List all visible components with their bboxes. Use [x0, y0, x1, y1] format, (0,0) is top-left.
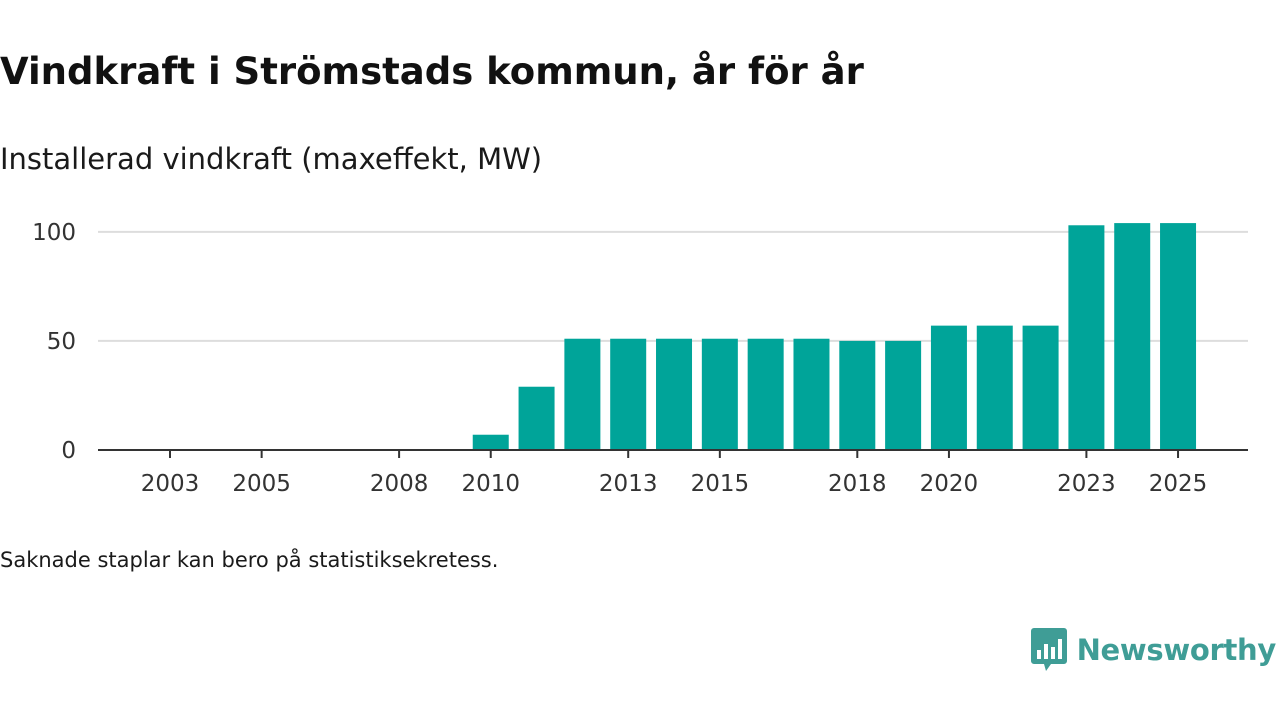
- bar-2014: [656, 338, 693, 450]
- bar-2010: [472, 434, 509, 450]
- x-tick-label-2023: 2023: [1057, 471, 1116, 497]
- bar-2023: [1068, 225, 1105, 450]
- bars: [472, 223, 1197, 450]
- bar-2024: [1114, 223, 1151, 450]
- bar-2012: [564, 338, 601, 450]
- x-tick-label-2018: 2018: [828, 471, 887, 497]
- bar-chart: 0 50 100 2003 2005 2008 2010 2013 2015 2018 2020 20…: [32, 220, 1248, 497]
- bar-2025: [1160, 223, 1197, 450]
- x-tick-label-2005: 2005: [232, 471, 291, 497]
- bar-2022: [1022, 325, 1059, 450]
- y-tick-label-100: 100: [32, 220, 76, 246]
- x-tick-label-2010: 2010: [461, 471, 520, 497]
- tick-labels: 0 50 100 2003 2005 2008 2010 2013 2015 2018 2020 20…: [32, 220, 1207, 497]
- bar-2011: [518, 386, 555, 450]
- bar-2020: [930, 325, 967, 450]
- bar-2015: [701, 338, 738, 450]
- bar-2016: [747, 338, 784, 450]
- x-tick-label-2025: 2025: [1149, 471, 1208, 497]
- x-tick-label-2013: 2013: [599, 471, 658, 497]
- brand-name: Newsworthy: [1076, 633, 1277, 667]
- axes: [98, 449, 1248, 458]
- bar-2021: [976, 325, 1013, 450]
- x-tick-label-2020: 2020: [920, 471, 979, 497]
- bar-2013: [610, 338, 647, 450]
- bar-2017: [793, 338, 830, 450]
- chart-title: Vindkraft i Strömstads kommun, år för år: [0, 50, 864, 93]
- x-tick-label-2008: 2008: [370, 471, 429, 497]
- x-tick-label-2015: 2015: [691, 471, 750, 497]
- x-tick-label-2003: 2003: [141, 471, 200, 497]
- y-tick-label-0: 0: [61, 438, 76, 464]
- brand-logo: Newsworthy: [1030, 628, 1277, 672]
- newsworthy-chart-bubble-icon: [1030, 628, 1067, 671]
- bar-2018: [839, 340, 876, 450]
- chart-subtitle: Installerad vindkraft (maxeffekt, MW): [0, 142, 543, 176]
- footnote: Saknade staplar kan bero på statistiksek…: [0, 548, 499, 572]
- bar-2019: [885, 340, 922, 450]
- y-tick-label-50: 50: [47, 329, 76, 355]
